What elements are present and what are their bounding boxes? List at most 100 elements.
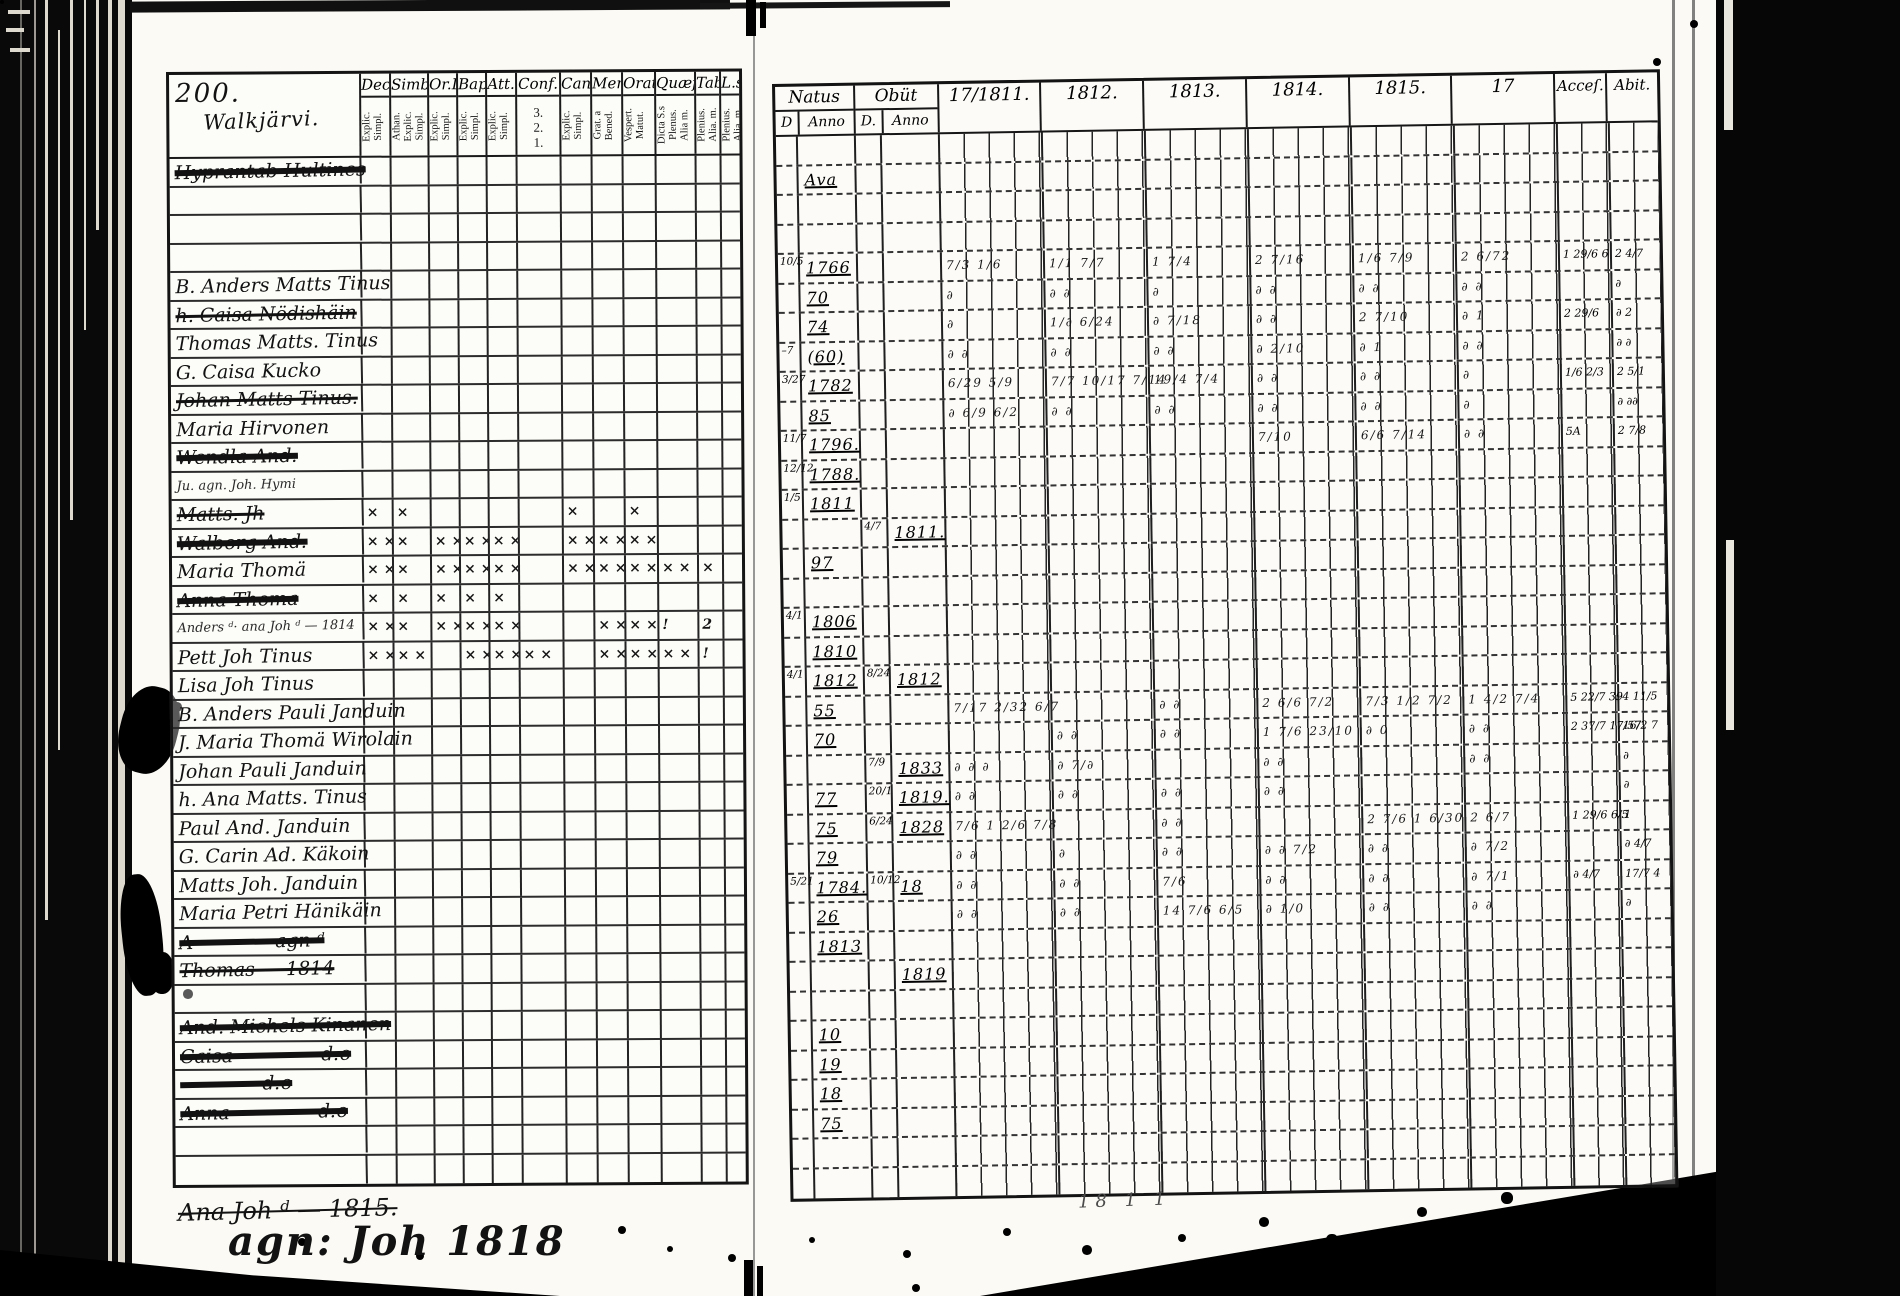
year-mark-cell: ∂ bbox=[942, 309, 1047, 339]
scan-artifact bbox=[746, 0, 756, 36]
accel-cell bbox=[1565, 595, 1619, 624]
left-table-row: Anna ———— d:o bbox=[175, 1095, 746, 1128]
obiit-anno bbox=[896, 1019, 955, 1048]
natus-anno: 1806 bbox=[805, 607, 865, 637]
mark-cell bbox=[698, 440, 724, 468]
mark-cell bbox=[656, 184, 697, 212]
year-mark-cell bbox=[945, 456, 1049, 487]
mark-cell bbox=[433, 841, 463, 868]
year-mark-cell bbox=[947, 574, 1051, 605]
mark-cell bbox=[723, 469, 741, 496]
mark-cell bbox=[624, 384, 659, 411]
mark-cell bbox=[725, 782, 743, 809]
mark-cell: ×× bbox=[460, 556, 491, 583]
mark-cell bbox=[391, 157, 430, 185]
year-mark-cell bbox=[1366, 1040, 1471, 1070]
footer-note-2: agn: Joh 1818 bbox=[228, 1218, 566, 1265]
mark-cell bbox=[462, 841, 492, 868]
person-name bbox=[169, 241, 363, 273]
mark-cell bbox=[724, 611, 742, 638]
year-column-header: 1813. bbox=[1144, 79, 1248, 129]
year-mark-cell bbox=[1043, 160, 1147, 190]
mark-cell bbox=[459, 356, 489, 384]
mark-cell bbox=[593, 298, 625, 326]
natus-anno: (60) bbox=[801, 342, 860, 371]
mark-cell bbox=[594, 469, 626, 497]
mark-cell bbox=[393, 442, 432, 470]
mark-cell: 2 /0 bbox=[699, 611, 725, 639]
mark-cell bbox=[429, 157, 459, 184]
person-name: Hyprantab Hultines bbox=[169, 156, 366, 187]
mark-cell bbox=[697, 241, 723, 268]
mark-cell bbox=[565, 811, 597, 839]
scan-artifact bbox=[744, 1260, 753, 1296]
natus-day: 3/27 bbox=[779, 372, 806, 401]
obiit-day bbox=[871, 1049, 898, 1078]
mark-cell bbox=[491, 840, 522, 868]
abit-cell bbox=[1611, 210, 1660, 240]
mark-cell bbox=[724, 640, 742, 667]
column-header-7: Menſ. Grat. a Bened. bbox=[592, 72, 624, 155]
year-mark-cell bbox=[1468, 979, 1573, 1009]
year-mark-cell bbox=[1162, 1161, 1267, 1193]
mark-cell bbox=[518, 356, 563, 383]
natus-anno bbox=[812, 990, 871, 1020]
year-mark-cell bbox=[940, 162, 1044, 192]
year-mark-cell: ∂ bbox=[1148, 276, 1252, 306]
mark-cell bbox=[629, 1153, 663, 1183]
left-table-header: 200. Walkjärvi. Dec. Explic. Simpl. Simb. A… bbox=[169, 71, 740, 159]
year-mark-cell bbox=[940, 191, 1045, 221]
natus-anno bbox=[799, 224, 858, 253]
column-header-1: Simb. Athan. Explic. Simpl. bbox=[391, 73, 430, 156]
natus-day: –7 bbox=[779, 343, 802, 371]
accel-cell: 1/6 2/3 bbox=[1561, 359, 1615, 388]
mark-cell bbox=[727, 1010, 745, 1037]
year-mark-cell bbox=[1463, 654, 1568, 685]
year-mark-cell bbox=[1368, 1158, 1473, 1190]
mark-cell bbox=[366, 984, 397, 1011]
mark-cell bbox=[660, 868, 702, 895]
mark-cell bbox=[518, 242, 563, 269]
mark-cell bbox=[658, 497, 699, 525]
year-mark-cell: ∂ 7/1 bbox=[1467, 861, 1571, 891]
mark-cell bbox=[432, 641, 462, 669]
year-mark-cell: 2 6/72 bbox=[1456, 241, 1561, 272]
column-header-2: Or.D Explic. Simpl. bbox=[429, 73, 459, 156]
mark-cell bbox=[396, 1040, 436, 1068]
year-mark-cell bbox=[1366, 1010, 1470, 1040]
mark-cell bbox=[563, 412, 595, 440]
abit-cell: 2 4/7 bbox=[1611, 240, 1661, 269]
mark-cell bbox=[519, 527, 564, 554]
mark-cell bbox=[566, 897, 598, 925]
accel-cell bbox=[1560, 270, 1613, 299]
accel-cell bbox=[1572, 1037, 1626, 1066]
obiit-day bbox=[862, 548, 890, 577]
year-mark-cell: ∂ ∂ bbox=[1155, 719, 1260, 749]
mark-cell bbox=[460, 413, 490, 441]
mark-cell bbox=[562, 270, 594, 298]
obiit-anno bbox=[898, 1137, 957, 1166]
year-mark-cell bbox=[1257, 658, 1362, 688]
year-mark-cell bbox=[1471, 1126, 1575, 1157]
natus-day bbox=[792, 1168, 816, 1199]
natus-day bbox=[790, 1021, 814, 1050]
natus-anno: 75 bbox=[809, 814, 868, 843]
column-header-6: Can.D Explic. Simpl. bbox=[561, 72, 593, 155]
person-name: ———— d:o bbox=[174, 1068, 368, 1099]
left-table-row: Pett Joh Tinus ×× ×× ×× ×× ×× ×× ×× ××! bbox=[172, 639, 743, 672]
mark-cell bbox=[521, 726, 566, 754]
mark-cell: ×× bbox=[364, 642, 395, 669]
obiit-day bbox=[865, 725, 893, 754]
mark-cell bbox=[462, 869, 493, 897]
mark-cell bbox=[564, 669, 596, 697]
accel-cell bbox=[1573, 1096, 1627, 1125]
natus-day bbox=[791, 1080, 814, 1109]
mark-cell bbox=[464, 1126, 494, 1153]
natus-anno: 1796. bbox=[802, 430, 862, 460]
abit-cell: 4 11/5 bbox=[1619, 682, 1668, 712]
mark-cell bbox=[487, 156, 518, 184]
mark-cell bbox=[435, 1069, 465, 1096]
obiit-day bbox=[860, 400, 887, 429]
mark-cell bbox=[365, 813, 396, 840]
mark-cell bbox=[459, 328, 489, 355]
